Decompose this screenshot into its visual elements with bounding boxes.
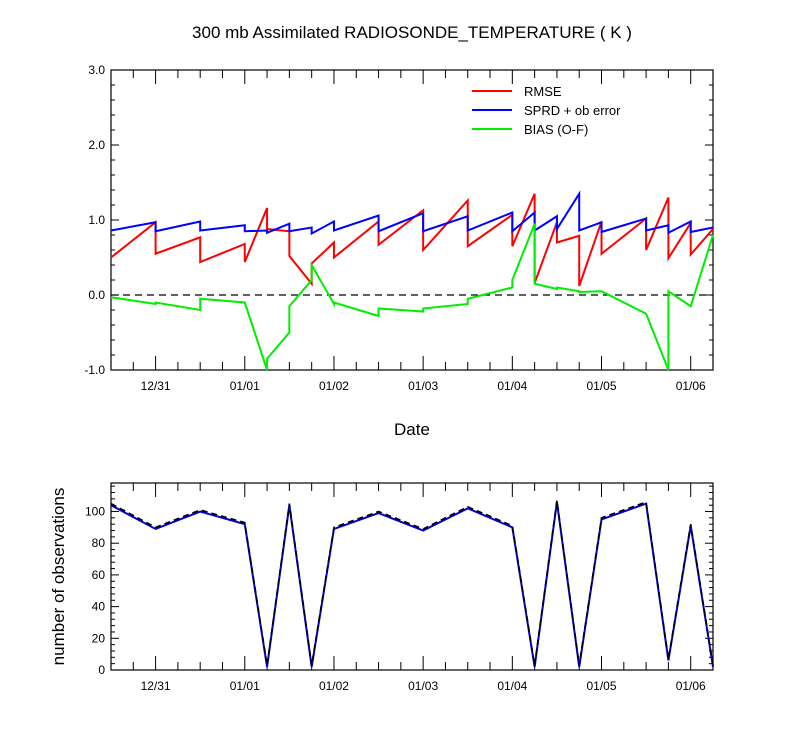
top-panel: -1.0 0.0 1.0 2.0 3.0 12/31 01/01 01/02 01/03 01/0… <box>84 23 714 439</box>
x-tick-label: 12/31 <box>141 379 171 393</box>
series-line-sprd-ob-error <box>110 190 714 236</box>
x-tick-label: 01/06 <box>676 679 706 693</box>
x-axis-label: Date <box>394 420 430 439</box>
series-line-bias-o-f <box>110 223 714 371</box>
y-tick-label: 80 <box>92 536 106 550</box>
x-tick-label: 01/01 <box>230 679 260 693</box>
y-tick-label: -1.0 <box>84 363 105 377</box>
x-tick-label: 01/05 <box>587 679 617 693</box>
y-tick-label: 3.0 <box>88 63 105 77</box>
legend-label: SPRD + ob error <box>524 103 621 118</box>
x-tick-label: 01/02 <box>319 379 349 393</box>
y-tick-label: 100 <box>85 505 105 519</box>
chart-title: 300 mb Assimilated RADIOSONDE_TEMPERATUR… <box>192 23 632 42</box>
y-tick-label: 0 <box>98 663 105 677</box>
series-line-observations-dashed <box>110 500 714 666</box>
plot-frame <box>110 482 714 671</box>
x-tick-label: 01/06 <box>676 379 706 393</box>
x-tick-label: 01/04 <box>497 679 527 693</box>
x-tick-label: 01/04 <box>497 379 527 393</box>
x-tick-label: 01/03 <box>408 679 438 693</box>
y-tick-label: 60 <box>92 568 106 582</box>
legend-label: BIAS (O-F) <box>524 122 588 137</box>
legend-label: RMSE <box>524 84 562 99</box>
y-tick-label: 0.0 <box>88 288 105 302</box>
x-tick-label: 12/31 <box>141 679 171 693</box>
y-tick-label: 2.0 <box>88 138 105 152</box>
y-tick-label: 20 <box>92 631 106 645</box>
bottom-panel: 0 20 40 60 80 100 12/31 01/01 01/02 01/03 01/04 01/… <box>49 482 714 693</box>
y-tick-label: 1.0 <box>88 213 105 227</box>
y-axis-label: number of observations <box>49 488 68 666</box>
series-line-rmse <box>110 193 714 287</box>
y-tick-label: 40 <box>92 600 106 614</box>
x-tick-label: 01/03 <box>408 379 438 393</box>
series-line-observations-solid <box>110 501 714 667</box>
x-tick-label: 01/02 <box>319 679 349 693</box>
x-tick-label: 01/01 <box>230 379 260 393</box>
x-tick-label: 01/05 <box>587 379 617 393</box>
